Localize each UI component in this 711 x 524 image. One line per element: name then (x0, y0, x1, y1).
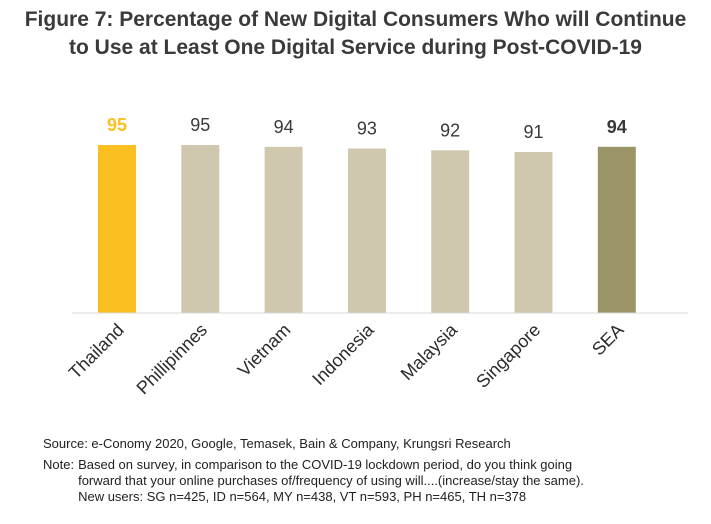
footnotes: Source: e-Conomy 2020, Google, Temasek, … (43, 436, 703, 505)
note-label: Note: (43, 457, 75, 472)
value-label-singapore: 91 (523, 122, 543, 142)
chart-title-line-2: to Use at Least One Digital Service duri… (69, 36, 642, 59)
bar-malaysia (431, 150, 470, 314)
x-tick-label-indonesia: Indonesia (308, 319, 378, 389)
note-line-2: forward that your online purchases of/fr… (78, 473, 584, 488)
value-labels-group: 95 95 94 93 92 91 94 (107, 115, 627, 142)
value-label-malaysia: 92 (440, 120, 460, 140)
value-label-sea: 94 (607, 117, 627, 137)
bars-group (98, 145, 636, 314)
bar-indonesia (347, 148, 386, 313)
x-tick-label-singapore: Singapore (472, 320, 544, 392)
note-body: Based on survey, in comparison to the CO… (78, 457, 703, 505)
source-note: Source: e-Conomy 2020, Google, Temasek, … (43, 436, 511, 451)
x-tick-label-malaysia: Malaysia (397, 319, 462, 384)
bar-thailand (98, 145, 136, 313)
x-tick-label-vietnam: Vietnam (234, 320, 295, 381)
value-label-thailand: 95 (107, 115, 127, 135)
bar-chart: 95 95 94 93 92 91 94 Thailand Phillipinnes Vietn… (65, 115, 688, 398)
x-tick-label-sea: SEA (588, 320, 628, 360)
chart-title: Figure 7: Percentage of New Digital Cons… (0, 6, 711, 62)
value-label-vietnam: 94 (274, 117, 294, 137)
note-line-1: Based on survey, in comparison to the CO… (78, 457, 573, 472)
chart-title-line-1: Figure 7: Percentage of New Digital Cons… (24, 8, 687, 31)
x-tick-label-phillipinnes: Phillipinnes (133, 320, 212, 399)
value-label-phillipinnes: 95 (190, 115, 210, 135)
survey-note: Note: Based on survey, in comparison to … (43, 457, 703, 505)
x-tick-label-thailand: Thailand (65, 320, 128, 383)
bar-vietnam (264, 146, 303, 314)
value-label-indonesia: 93 (357, 119, 377, 139)
bar-sea (597, 146, 636, 314)
x-tick-labels-group: Thailand Phillipinnes Vietnam Indonesia Mala… (65, 319, 628, 398)
bar-singapore (514, 152, 553, 313)
bar-phillipinnes (181, 145, 220, 313)
note-line-3: New users: SG n=425, ID n=564, MY n=438,… (78, 489, 527, 504)
